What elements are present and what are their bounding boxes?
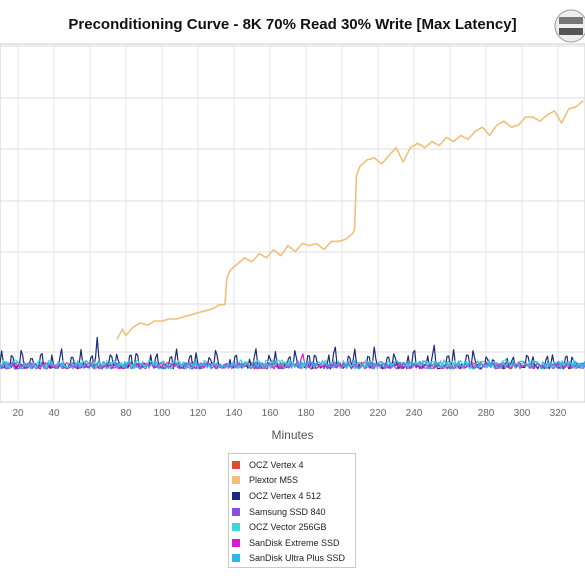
x-tick-label: 80 bbox=[120, 408, 132, 419]
grid bbox=[0, 43, 585, 403]
legend-swatch bbox=[232, 538, 240, 547]
legend-label: OCZ Vector 256GB bbox=[249, 522, 327, 533]
x-tick-label: 20 bbox=[12, 408, 24, 419]
series-line-sandisk-ultra-plus-ssd bbox=[0, 360, 585, 370]
x-tick-label: 40 bbox=[48, 408, 60, 419]
legend-item: SanDisk Extreme SSD bbox=[229, 535, 355, 551]
x-tick-label: 180 bbox=[298, 408, 315, 419]
legend-label: OCZ Vertex 4 bbox=[249, 459, 304, 470]
storagereview-logo bbox=[554, 9, 585, 43]
legend-label: OCZ Vertex 4 512 bbox=[249, 490, 322, 501]
legend: OCZ Vertex 4 Plextor M5S OCZ Vertex 4 512 S… bbox=[228, 453, 356, 568]
series-lines bbox=[0, 100, 585, 370]
chart-title: Preconditioning Curve - 8K 70% Read 30% … bbox=[68, 16, 517, 33]
x-tick-label: 140 bbox=[226, 408, 243, 419]
x-tick-label: 120 bbox=[190, 408, 207, 419]
plot-area: 20 40 60 80 100 120 140 160 180 200 220 240 260 280 30… bbox=[0, 43, 585, 419]
x-tick-label: 320 bbox=[550, 408, 567, 419]
x-tick-label: 220 bbox=[370, 408, 387, 419]
legend-swatch bbox=[232, 523, 240, 532]
series-line-plextor-m5s bbox=[116, 100, 584, 340]
x-tick-label: 300 bbox=[514, 408, 531, 419]
legend-label: Plextor M5S bbox=[249, 475, 299, 486]
x-tick-label: 160 bbox=[262, 408, 279, 419]
x-tick-label: 200 bbox=[334, 408, 351, 419]
legend-swatch bbox=[232, 554, 240, 563]
x-tick-label: 280 bbox=[478, 408, 495, 419]
legend-item: OCZ Vector 256GB bbox=[229, 519, 355, 535]
x-tick-label: 260 bbox=[442, 408, 459, 419]
x-axis-label: Minutes bbox=[271, 428, 314, 442]
legend-label: SanDisk Ultra Plus SSD bbox=[249, 553, 346, 564]
legend-item: OCZ Vertex 4 bbox=[229, 457, 355, 473]
legend-swatch bbox=[232, 476, 240, 485]
legend-item: SanDisk Ultra Plus SSD bbox=[229, 551, 355, 567]
x-tick-labels: 20 40 60 80 100 120 140 160 180 200 220 240 260 280 30… bbox=[12, 408, 566, 419]
legend-item: Plextor M5S bbox=[229, 473, 355, 489]
x-tick-label: 100 bbox=[154, 408, 171, 419]
legend-swatch bbox=[232, 491, 240, 500]
legend-swatch bbox=[232, 460, 240, 469]
x-tick-label: 240 bbox=[406, 408, 423, 419]
legend-label: Samsung SSD 840 bbox=[249, 506, 326, 517]
legend-label: SanDisk Extreme SSD bbox=[249, 537, 340, 548]
x-tick-label: 60 bbox=[84, 408, 96, 419]
legend-item: Samsung SSD 840 bbox=[229, 504, 355, 520]
legend-swatch bbox=[232, 507, 240, 516]
legend-item: OCZ Vertex 4 512 bbox=[229, 488, 355, 504]
